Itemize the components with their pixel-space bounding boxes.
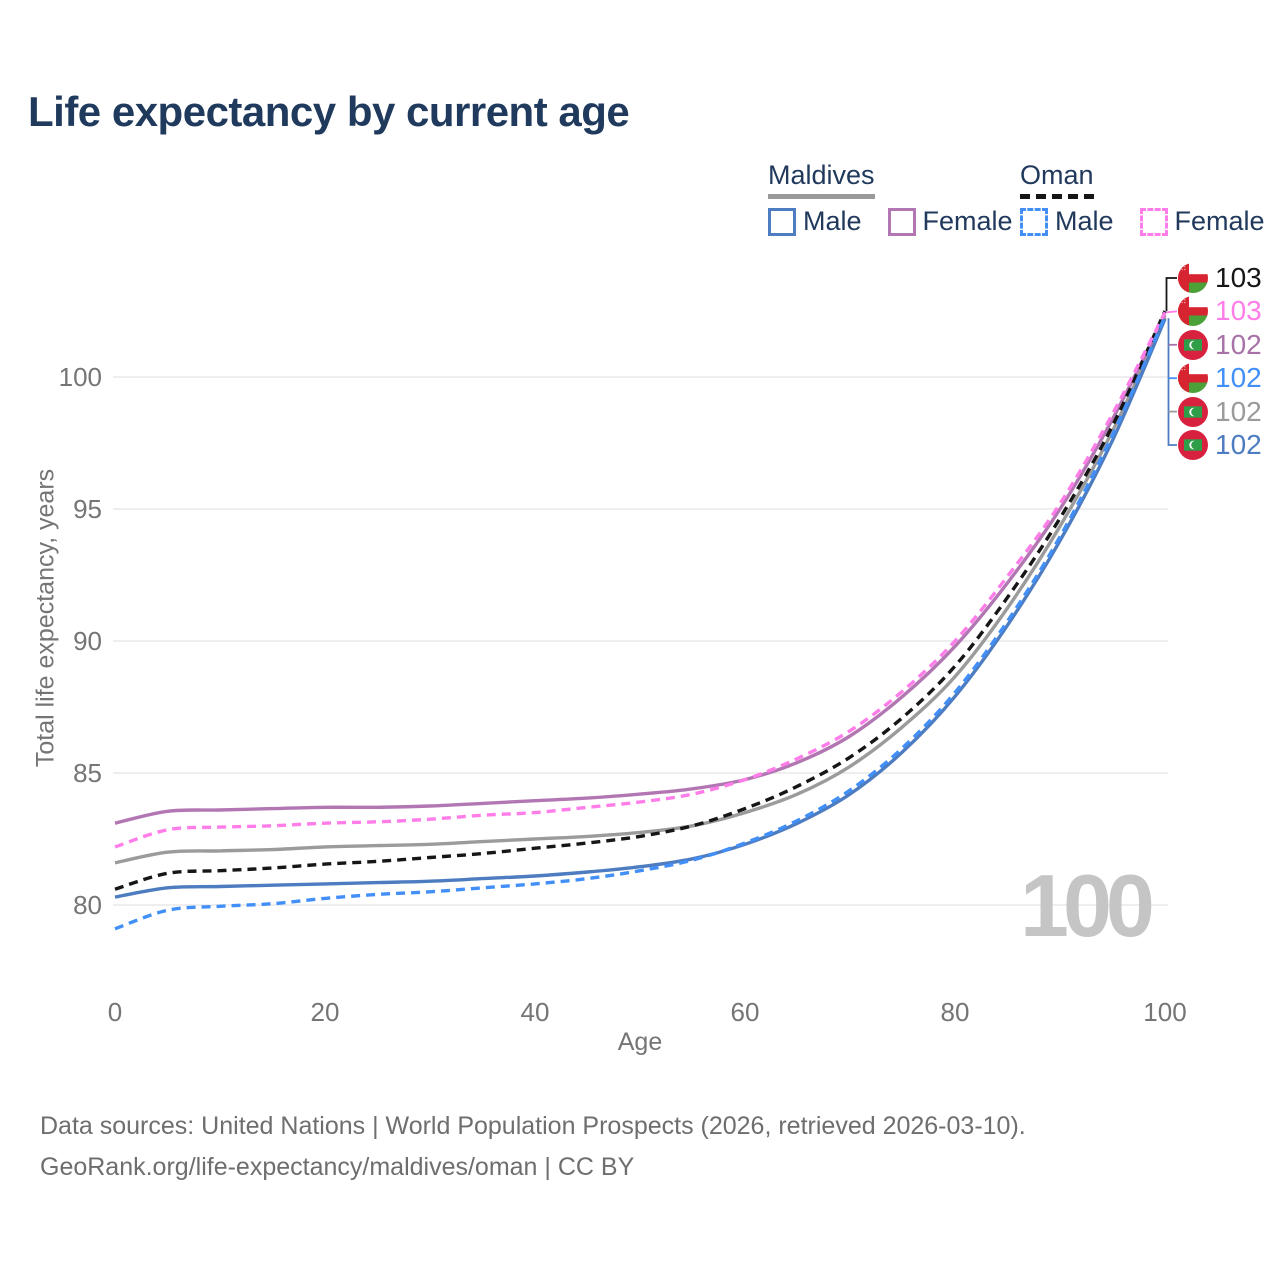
legend-item-label: Male	[1055, 206, 1114, 236]
legend-item-oman-male[interactable]: Male	[1020, 206, 1114, 237]
leader-line	[1165, 277, 1177, 311]
legend-country-oman[interactable]: Oman	[1020, 160, 1094, 199]
oman-flag-icon	[1178, 296, 1208, 327]
y-tick-label: 90	[73, 626, 102, 656]
legend-item-label: Female	[1174, 206, 1265, 236]
x-tick-label: 0	[108, 997, 122, 1027]
legend-item-label: Male	[803, 206, 862, 236]
oman-flag-icon	[1178, 263, 1208, 293]
legend-item-maldives-male[interactable]: Male	[768, 206, 862, 237]
end-label-oman-all: 103	[1178, 263, 1262, 293]
oman-female-swatch-icon	[1139, 207, 1168, 236]
end-label-maldives-male: 102	[1178, 430, 1262, 460]
legend-item-maldives-female[interactable]: Female	[887, 206, 1013, 237]
maldives-female-swatch-icon	[887, 207, 916, 236]
legend-group-maldives: Maldives Male Female	[768, 160, 1039, 237]
series-line-oman-male[interactable]	[114, 315, 1167, 931]
oman-flag-icon	[1178, 363, 1208, 394]
end-label-maldives-female: 102	[1178, 328, 1262, 360]
maldives-flag-icon	[1178, 430, 1208, 460]
y-tick-label: 85	[73, 758, 102, 788]
x-tick-label: 20	[311, 997, 340, 1027]
footer: Data sources: United Nations | World Pop…	[40, 1106, 1026, 1188]
series-line-oman-female[interactable]	[114, 311, 1167, 849]
maldives-flag-icon	[1178, 329, 1208, 360]
series-line-maldives-female[interactable]	[114, 314, 1167, 825]
x-tick-label: 100	[1143, 997, 1186, 1027]
source-url-line: GeoRank.org/life-expectancy/maldives/oma…	[40, 1153, 635, 1181]
end-label-value: 103	[1215, 262, 1262, 293]
y-tick-label: 80	[73, 890, 102, 920]
legend-item-label: Female	[922, 206, 1013, 236]
legend-group-oman: Oman Male Female	[1020, 160, 1280, 237]
end-label-value: 102	[1215, 429, 1262, 460]
leader-line	[1167, 318, 1177, 446]
oman-male-swatch-icon	[1020, 207, 1048, 236]
x-axis-title: Age	[617, 1028, 663, 1056]
legend-country-maldives[interactable]: Maldives	[768, 160, 875, 199]
y-tick-label: 95	[73, 494, 102, 524]
end-label-oman-male: 102	[1178, 362, 1262, 394]
page-title: Life expectancy by current age	[28, 88, 630, 135]
end-label-oman-female: 103	[1178, 295, 1262, 327]
series-line-maldives-male[interactable]	[114, 318, 1167, 899]
data-sources-line: Data sources: United Nations | World Pop…	[40, 1112, 1026, 1140]
x-tick-label: 40	[521, 997, 550, 1027]
x-tick-label: 60	[731, 997, 760, 1027]
end-label-value: 102	[1215, 395, 1262, 427]
y-tick-label: 100	[59, 362, 102, 392]
maldives-male-swatch-icon	[768, 207, 796, 236]
y-axis-title: Total life expectancy, years	[31, 468, 60, 768]
leader-line	[1166, 310, 1178, 314]
end-label-value: 102	[1215, 362, 1262, 394]
end-label-value: 102	[1215, 328, 1262, 360]
series-line-maldives-all-[interactable]	[114, 316, 1167, 865]
legend-item-oman-female[interactable]: Female	[1139, 206, 1265, 237]
x-tick-label: 80	[941, 997, 970, 1027]
end-label-maldives-all: 102	[1178, 395, 1262, 427]
end-label-value: 103	[1215, 295, 1262, 327]
maldives-flag-icon	[1178, 396, 1208, 427]
